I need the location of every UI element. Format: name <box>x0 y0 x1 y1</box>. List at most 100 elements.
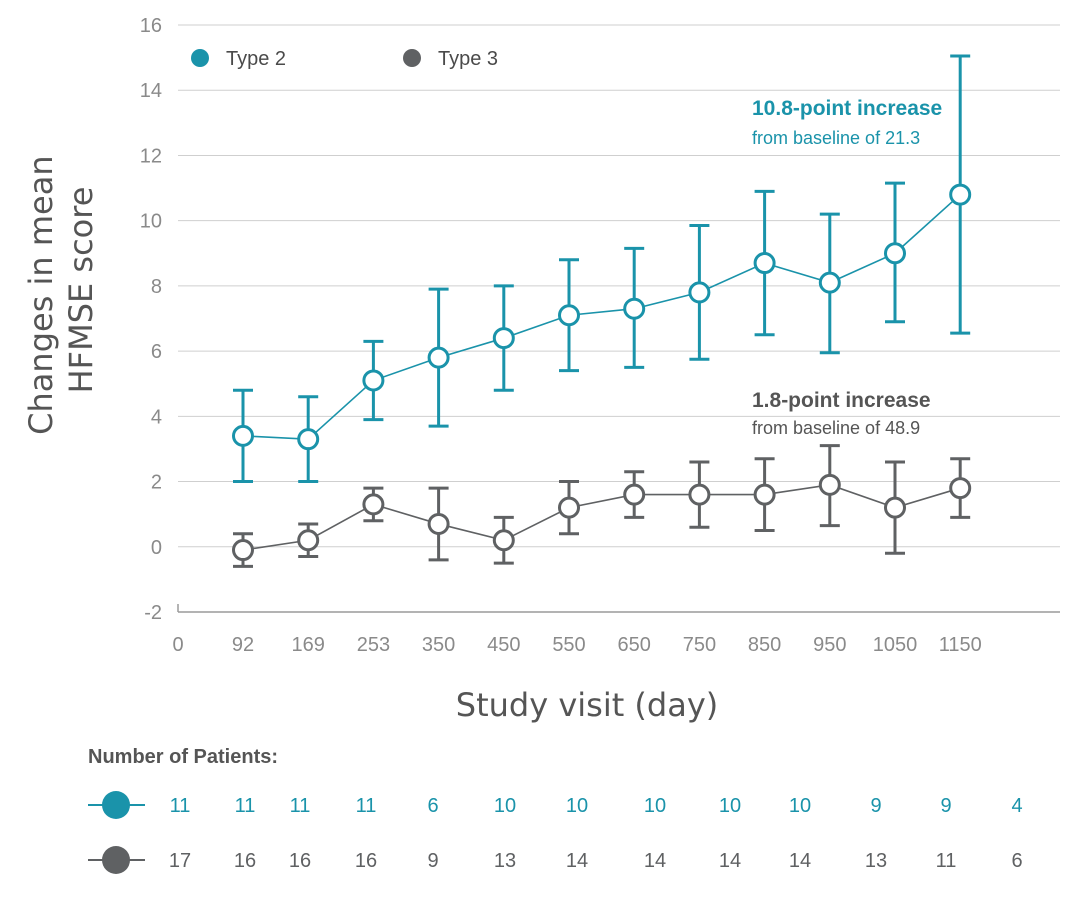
data-point-type-2 <box>492 327 515 350</box>
annotation-type-3-main: 1.8-point increase <box>752 389 931 412</box>
x-tick-label: 750 <box>683 634 716 656</box>
series-line-type-2 <box>242 193 961 440</box>
x-tick-label: 350 <box>422 634 455 656</box>
patients-count: 10 <box>566 795 588 817</box>
legend: Type 2 Type 3 <box>191 48 498 70</box>
x-tick-label: 550 <box>552 634 585 656</box>
data-point-type-3 <box>949 477 972 500</box>
data-point-type-3 <box>688 483 711 506</box>
x-tick-label: 450 <box>487 634 520 656</box>
x-tick-label: 1050 <box>873 634 918 656</box>
patients-count: 9 <box>427 850 438 872</box>
x-tick-labels: 0 92 169 253 350 450 550 650 750 850 950 1050 1150 <box>172 634 981 656</box>
x-tick-label: 1150 <box>939 634 982 656</box>
legend-label-type-2: Type 2 <box>226 48 286 70</box>
y-tick-label: 0 <box>151 537 162 559</box>
data-point-type-2 <box>623 297 646 320</box>
axes <box>177 604 1060 613</box>
patients-count: 13 <box>865 850 887 872</box>
y-tick-label: 14 <box>140 80 162 102</box>
patients-count: 16 <box>289 850 311 872</box>
y-tick-label: 16 <box>140 15 162 37</box>
patients-count: 10 <box>494 795 516 817</box>
x-tick-label: 850 <box>748 634 781 656</box>
patients-count: 11 <box>235 795 256 817</box>
patients-count: 6 <box>427 795 438 817</box>
annotation-type-2-main: 10.8-point increase <box>752 97 942 120</box>
data-point-type-2 <box>949 183 972 206</box>
data-point-type-3 <box>818 473 841 496</box>
y-tick-label: 6 <box>151 341 162 363</box>
legend-label-type-3: Type 3 <box>438 48 498 70</box>
patients-table: 11 11 11 11 6 10 10 10 10 10 9 9 417 16 16 16 9 13 14 14 14 1… <box>88 791 1023 874</box>
x-tick-label: 950 <box>813 634 846 656</box>
y-tick-label: 8 <box>151 276 162 298</box>
patients-count: 11 <box>356 795 377 817</box>
patients-title: Number of Patients: <box>88 746 278 768</box>
series-type-3 <box>232 444 972 568</box>
legend-marker-type-2 <box>191 49 209 67</box>
patients-count: 17 <box>169 850 191 872</box>
y-tick-label: 10 <box>140 211 162 233</box>
patients-count: 4 <box>1011 795 1022 817</box>
y-axis-title: Changes in mean HFMSE score <box>22 145 100 435</box>
patients-count: 13 <box>494 850 516 872</box>
patients-row-type-3: 17 16 16 16 9 13 14 14 14 14 13 11 6 <box>88 846 1023 874</box>
y-tick-labels: -2 0 2 4 6 8 10 12 14 16 <box>140 15 162 624</box>
patients-count: 14 <box>719 850 741 872</box>
y-tick-label: -2 <box>144 602 162 624</box>
series-layer <box>232 54 972 568</box>
grid-lines <box>178 24 1060 613</box>
series-line-type-3 <box>242 483 961 551</box>
x-axis-title: Study visit (day) <box>456 686 719 724</box>
annotation-type-3-sub: from baseline of 48.9 <box>752 418 920 438</box>
data-point-type-2 <box>362 369 385 392</box>
series-type-2 <box>232 54 972 484</box>
patients-count: 10 <box>719 795 741 817</box>
patients-count: 16 <box>355 850 377 872</box>
y-tick-label: 4 <box>151 406 162 428</box>
y-tick-label: 2 <box>151 472 162 494</box>
data-point-type-2 <box>427 346 450 369</box>
x-tick-label: 169 <box>292 634 325 656</box>
x-tick-label: 92 <box>232 634 254 656</box>
data-point-type-3 <box>753 483 776 506</box>
data-point-type-2 <box>688 281 711 304</box>
patients-count: 14 <box>566 850 588 872</box>
annotations: 10.8-point increase from baseline of 21.… <box>752 97 942 438</box>
data-point-type-2 <box>818 271 841 294</box>
patients-count: 14 <box>789 850 811 872</box>
data-point-type-2 <box>558 304 580 327</box>
data-point-type-3 <box>492 529 515 552</box>
data-point-type-3 <box>884 496 906 519</box>
data-point-type-2 <box>297 428 320 451</box>
data-point-type-3 <box>362 493 385 516</box>
patients-row-type-2: 11 11 11 11 6 10 10 10 10 10 9 9 4 <box>88 791 1023 819</box>
x-tick-label: 0 <box>172 634 183 656</box>
data-point-type-2 <box>232 424 254 447</box>
patients-count: 9 <box>940 795 951 817</box>
patients-count: 6 <box>1011 850 1022 872</box>
data-point-type-3 <box>558 496 580 519</box>
patients-count: 10 <box>644 795 666 817</box>
data-point-type-2 <box>753 252 776 275</box>
legend-marker-type-3 <box>403 49 421 67</box>
patients-row-marker <box>102 846 130 874</box>
data-point-type-3 <box>232 539 254 562</box>
patients-count: 11 <box>290 795 311 817</box>
data-point-type-3 <box>297 529 320 552</box>
patients-count: 10 <box>789 795 811 817</box>
patients-count: 9 <box>870 795 881 817</box>
data-point-type-3 <box>623 483 646 506</box>
y-tick-label: 12 <box>140 145 162 167</box>
patients-count: 11 <box>936 850 957 872</box>
annotation-type-2-sub: from baseline of 21.3 <box>752 128 920 148</box>
patients-count: 11 <box>170 795 191 817</box>
x-tick-label: 253 <box>357 634 390 656</box>
patients-count: 14 <box>644 850 666 872</box>
data-point-type-2 <box>884 242 906 265</box>
x-tick-label: 650 <box>618 634 651 656</box>
patients-count: 16 <box>234 850 256 872</box>
data-point-type-3 <box>427 512 450 535</box>
